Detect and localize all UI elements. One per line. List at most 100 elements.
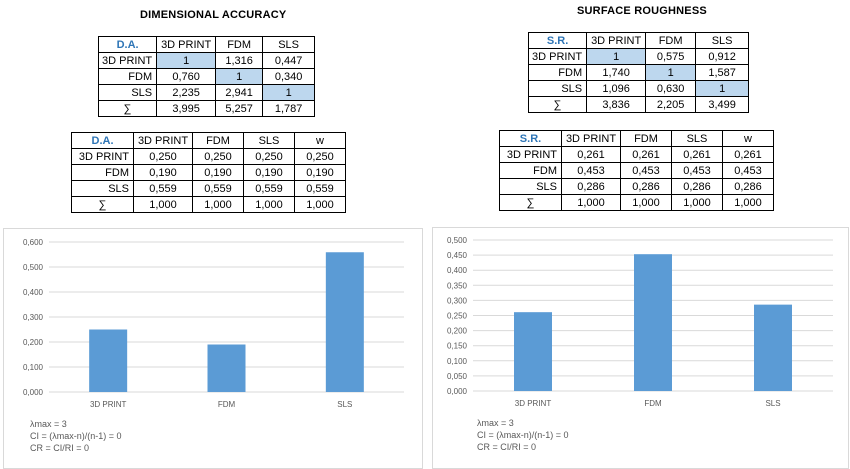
row-label-cell: SLS [527, 80, 588, 97]
table-row: FDM 0,453 0,453 0,453 0,453 [499, 162, 774, 179]
y-tick-label: 0,600 [23, 238, 44, 247]
value-cell: 0,340 [262, 68, 316, 85]
sr-note-lambda: λmax = 3 [477, 418, 514, 428]
value-cell: 0,190 [133, 164, 193, 181]
row-label-cell: SLS [97, 84, 158, 101]
value-cell: 0,261 [722, 146, 774, 163]
x-tick-label: FDM [218, 400, 236, 409]
sr-note-cr: CR = CI/RI = 0 [477, 442, 537, 452]
value-cell: 2,941 [215, 84, 264, 101]
y-tick-label: 0,200 [23, 338, 44, 347]
y-tick-label: 0,400 [23, 288, 44, 297]
header-cell: FDM [620, 130, 672, 147]
da-normalized-table: D.A. 3D PRINT FDM SLS w 3D PRINT 0,250 0,250 0,2… [71, 132, 346, 213]
value-cell: 0,250 [243, 148, 295, 165]
row-label-cell: FDM [71, 164, 134, 181]
header-cell: 3D PRINT [133, 132, 193, 149]
header-cell: FDM [215, 36, 264, 53]
value-cell: 1 [156, 52, 217, 69]
value-cell: 0,559 [243, 180, 295, 197]
value-cell: 0,286 [722, 178, 774, 195]
value-cell: 1,740 [586, 64, 647, 81]
value-cell: 3,836 [586, 96, 647, 113]
value-cell: 0,447 [262, 52, 316, 69]
table-row: ∑ 3,836 2,205 3,499 [527, 96, 750, 113]
y-tick-label: 0,350 [447, 281, 468, 290]
value-cell: 1 [695, 80, 750, 97]
header-cell: D.A. [97, 36, 158, 53]
y-tick-label: 0,400 [447, 266, 468, 275]
value-cell: 3,499 [695, 96, 750, 113]
value-cell: 1,316 [215, 52, 264, 69]
row-label-cell: FDM [499, 162, 562, 179]
row-label-cell: 3D PRINT [499, 146, 562, 163]
value-cell: 1,000 [243, 196, 295, 213]
value-cell: 0,261 [671, 146, 723, 163]
y-tick-label: 0,500 [447, 236, 468, 245]
value-cell: 0,286 [561, 178, 621, 195]
value-cell: 1,000 [561, 194, 621, 211]
value-cell: 0,261 [620, 146, 672, 163]
value-cell: 0,250 [294, 148, 346, 165]
row-label-cell: ∑ [97, 100, 158, 117]
value-cell: 2,235 [156, 84, 217, 101]
y-tick-label: 0,250 [447, 312, 468, 321]
value-cell: 0,286 [671, 178, 723, 195]
value-cell: 0,453 [722, 162, 774, 179]
bar-3d-print [89, 329, 128, 392]
value-cell: 1 [645, 64, 697, 81]
header-cell: SLS [243, 132, 295, 149]
value-cell: 0,190 [243, 164, 295, 181]
x-tick-label: SLS [765, 399, 780, 408]
header-cell: FDM [192, 132, 244, 149]
header-cell: S.R. [527, 32, 588, 49]
row-label-cell: ∑ [527, 96, 588, 113]
y-tick-label: 0,000 [23, 388, 44, 397]
value-cell: 1 [586, 48, 647, 65]
sr-normalized-table: S.R. 3D PRINT FDM SLS w 3D PRINT 0,261 0,261 0,2… [499, 130, 774, 211]
value-cell: 0,453 [620, 162, 672, 179]
value-cell: 0,575 [645, 48, 697, 65]
table-row: 3D PRINT 0,261 0,261 0,261 0,261 [499, 146, 774, 163]
value-cell: 0,453 [561, 162, 621, 179]
da-pairwise-table: D.A. 3D PRINT FDM SLS 3D PRINT 1 1,316 0,447 FDM… [97, 36, 316, 117]
x-tick-label: SLS [337, 400, 352, 409]
header-cell: w [722, 130, 774, 147]
bar-sls [325, 252, 364, 392]
bar-fdm [207, 344, 246, 392]
table-row: SLS 0,559 0,559 0,559 0,559 [71, 180, 346, 197]
header-cell: SLS [695, 32, 750, 49]
row-label-cell: ∑ [499, 194, 562, 211]
value-cell: 0,190 [294, 164, 346, 181]
value-cell: 1,000 [133, 196, 193, 213]
header-cell: 3D PRINT [156, 36, 217, 53]
x-tick-label: 3D PRINT [515, 399, 552, 408]
value-cell: 0,190 [192, 164, 244, 181]
row-label-cell: FDM [527, 64, 588, 81]
header-cell: 3D PRINT [561, 130, 621, 147]
da-chart-svg: 0,000 0,100 0,200 0,300 0,400 0,500 0,600 3D PR… [23, 238, 404, 409]
y-tick-label: 0,100 [447, 357, 468, 366]
table-header-row: D.A. 3D PRINT FDM SLS [97, 36, 316, 53]
row-label-cell: SLS [499, 178, 562, 195]
value-cell: 0,453 [671, 162, 723, 179]
table-row: FDM 1,740 1 1,587 [527, 64, 750, 81]
y-tick-label: 0,050 [447, 372, 468, 381]
table-row: SLS 2,235 2,941 1 [97, 84, 316, 101]
header-cell: S.R. [499, 130, 562, 147]
value-cell: 1,587 [695, 64, 750, 81]
sr-weight-chart: 0,000 0,050 0,100 0,150 0,200 0,250 0,300 0,350… [432, 227, 849, 469]
y-tick-label: 0,150 [447, 342, 468, 351]
value-cell: 0,261 [561, 146, 621, 163]
table-row: 3D PRINT 1 1,316 0,447 [97, 52, 316, 69]
table-row: ∑ 1,000 1,000 1,000 1,000 [71, 196, 346, 213]
table-row: SLS 0,286 0,286 0,286 0,286 [499, 178, 774, 195]
da-weight-chart: 0,000 0,100 0,200 0,300 0,400 0,500 0,600 3D PR… [3, 228, 423, 469]
table-row: 3D PRINT 1 0,575 0,912 [527, 48, 750, 65]
value-cell: 0,760 [156, 68, 217, 85]
table-row: FDM 0,190 0,190 0,190 0,190 [71, 164, 346, 181]
value-cell: 0,630 [645, 80, 697, 97]
value-cell: 1,000 [294, 196, 346, 213]
right-title: SURFACE ROUGHNESS [577, 5, 707, 17]
da-note-ci: CI = (λmax-n)/(n-1) = 0 [30, 431, 122, 441]
